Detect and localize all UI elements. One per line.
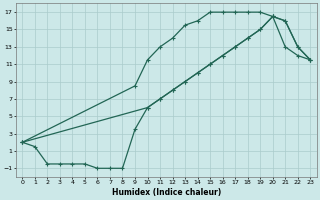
X-axis label: Humidex (Indice chaleur): Humidex (Indice chaleur)	[112, 188, 221, 197]
